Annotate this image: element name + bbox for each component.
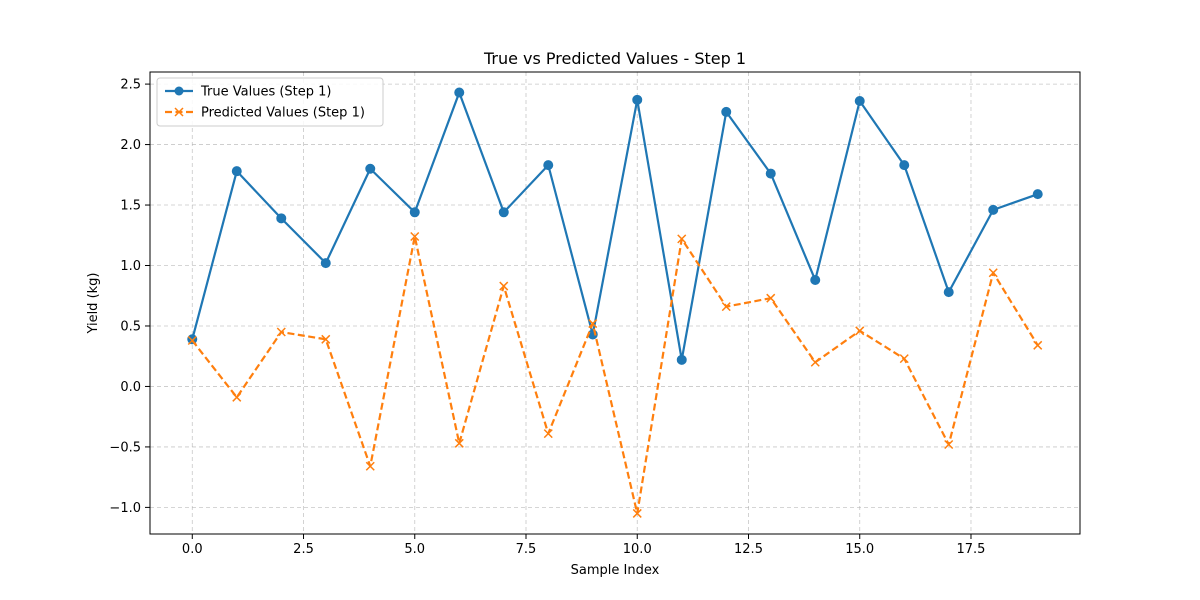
data-point xyxy=(943,287,954,298)
marker-stroke xyxy=(1033,340,1043,350)
legend: True Values (Step 1) Predicted Values (St… xyxy=(156,77,384,127)
y-tick-label: 0.5 xyxy=(120,319,141,334)
data-point xyxy=(410,231,420,242)
data-point xyxy=(810,357,820,367)
legend-entry: Predicted Values (Step 1) xyxy=(165,106,365,121)
marker-stroke xyxy=(321,334,331,344)
data-point xyxy=(454,87,465,98)
y-tick-label: 1.0 xyxy=(120,259,141,274)
marker-stroke xyxy=(410,231,420,242)
plot-frame xyxy=(149,71,1081,535)
data-point xyxy=(721,302,731,312)
data-point xyxy=(498,207,509,218)
data-point xyxy=(677,234,687,244)
data-point xyxy=(944,439,954,450)
data-point xyxy=(676,354,687,365)
marker-stroke xyxy=(677,234,687,244)
data-point xyxy=(721,106,732,117)
data-point xyxy=(899,354,909,364)
data-point xyxy=(187,335,197,346)
marker-stroke xyxy=(766,293,776,303)
data-point xyxy=(321,334,331,344)
x-tick-label: 7.5 xyxy=(516,542,537,557)
data-point xyxy=(499,281,509,291)
data-point xyxy=(632,94,643,105)
data-point xyxy=(766,293,776,303)
data-point xyxy=(276,327,286,337)
data-point xyxy=(632,508,642,518)
legend-entry: True Values (Step 1) xyxy=(165,85,332,100)
marker-stroke xyxy=(543,429,553,439)
marker-stroke xyxy=(276,327,286,337)
data-point xyxy=(854,96,865,107)
data-point xyxy=(988,268,998,278)
data-point xyxy=(276,213,287,224)
x-tick-label: 15.0 xyxy=(845,542,874,557)
x-tick-label: 10.0 xyxy=(623,542,652,557)
ticks: 0.0 2.5 5.0 7.5 10.0 12.5 15.0 17.5 −1.0 −0.5 0.0 0… xyxy=(109,78,985,557)
data-point xyxy=(543,160,554,171)
y-tick-label: 0.0 xyxy=(120,380,141,395)
marker-stroke xyxy=(499,281,509,291)
legend-label: True Values (Step 1) xyxy=(200,85,332,100)
y-tick-label: 1.5 xyxy=(120,199,141,214)
legend-marker xyxy=(174,86,184,96)
series-line-2 xyxy=(191,235,1039,515)
marker-stroke xyxy=(810,357,820,367)
data-point xyxy=(365,163,376,174)
data-point xyxy=(899,160,910,171)
marker-stroke xyxy=(944,439,954,450)
data-point xyxy=(543,429,553,439)
data-point xyxy=(365,461,375,471)
data-point xyxy=(409,207,420,218)
series-layer xyxy=(187,87,1043,518)
data-point xyxy=(320,258,331,269)
data-point xyxy=(855,326,865,336)
marker-stroke xyxy=(721,302,731,312)
data-point xyxy=(810,275,821,286)
marker-stroke xyxy=(588,319,598,329)
y-tick-label: −1.0 xyxy=(109,501,141,516)
legend-label: Predicted Values (Step 1) xyxy=(201,106,365,121)
y-tick-label: 2.0 xyxy=(120,138,141,153)
x-tick-label: 0.0 xyxy=(182,542,203,557)
data-point xyxy=(454,438,464,448)
marker-stroke xyxy=(187,335,197,346)
x-tick-label: 2.5 xyxy=(293,542,314,557)
legend-box xyxy=(156,77,384,127)
data-point xyxy=(232,392,242,402)
series-line-1 xyxy=(191,91,1039,361)
data-point xyxy=(588,319,598,329)
y-tick-label: −0.5 xyxy=(109,440,141,455)
x-tick-label: 17.5 xyxy=(957,542,986,557)
y-tick-label: 2.5 xyxy=(120,78,141,93)
marker-stroke xyxy=(232,392,242,402)
data-point xyxy=(765,168,776,179)
data-point xyxy=(231,166,242,177)
x-axis-label: Sample Index xyxy=(571,563,660,578)
data-point xyxy=(1033,340,1043,350)
x-tick-label: 5.0 xyxy=(404,542,425,557)
marker-stroke xyxy=(454,438,464,448)
x-tick-label: 12.5 xyxy=(734,542,763,557)
data-point xyxy=(187,334,198,345)
legend-marker xyxy=(174,107,184,117)
marker-stroke xyxy=(988,268,998,278)
chart-title: True vs Predicted Values - Step 1 xyxy=(483,49,746,68)
marker-stroke xyxy=(899,354,909,364)
grid xyxy=(150,72,1080,534)
y-axis-label: Yield (kg) xyxy=(86,272,101,334)
marker-stroke xyxy=(855,326,865,336)
marker-stroke xyxy=(632,508,642,518)
marker-stroke xyxy=(365,461,375,471)
data-point xyxy=(1032,189,1043,200)
data-point xyxy=(988,204,999,215)
